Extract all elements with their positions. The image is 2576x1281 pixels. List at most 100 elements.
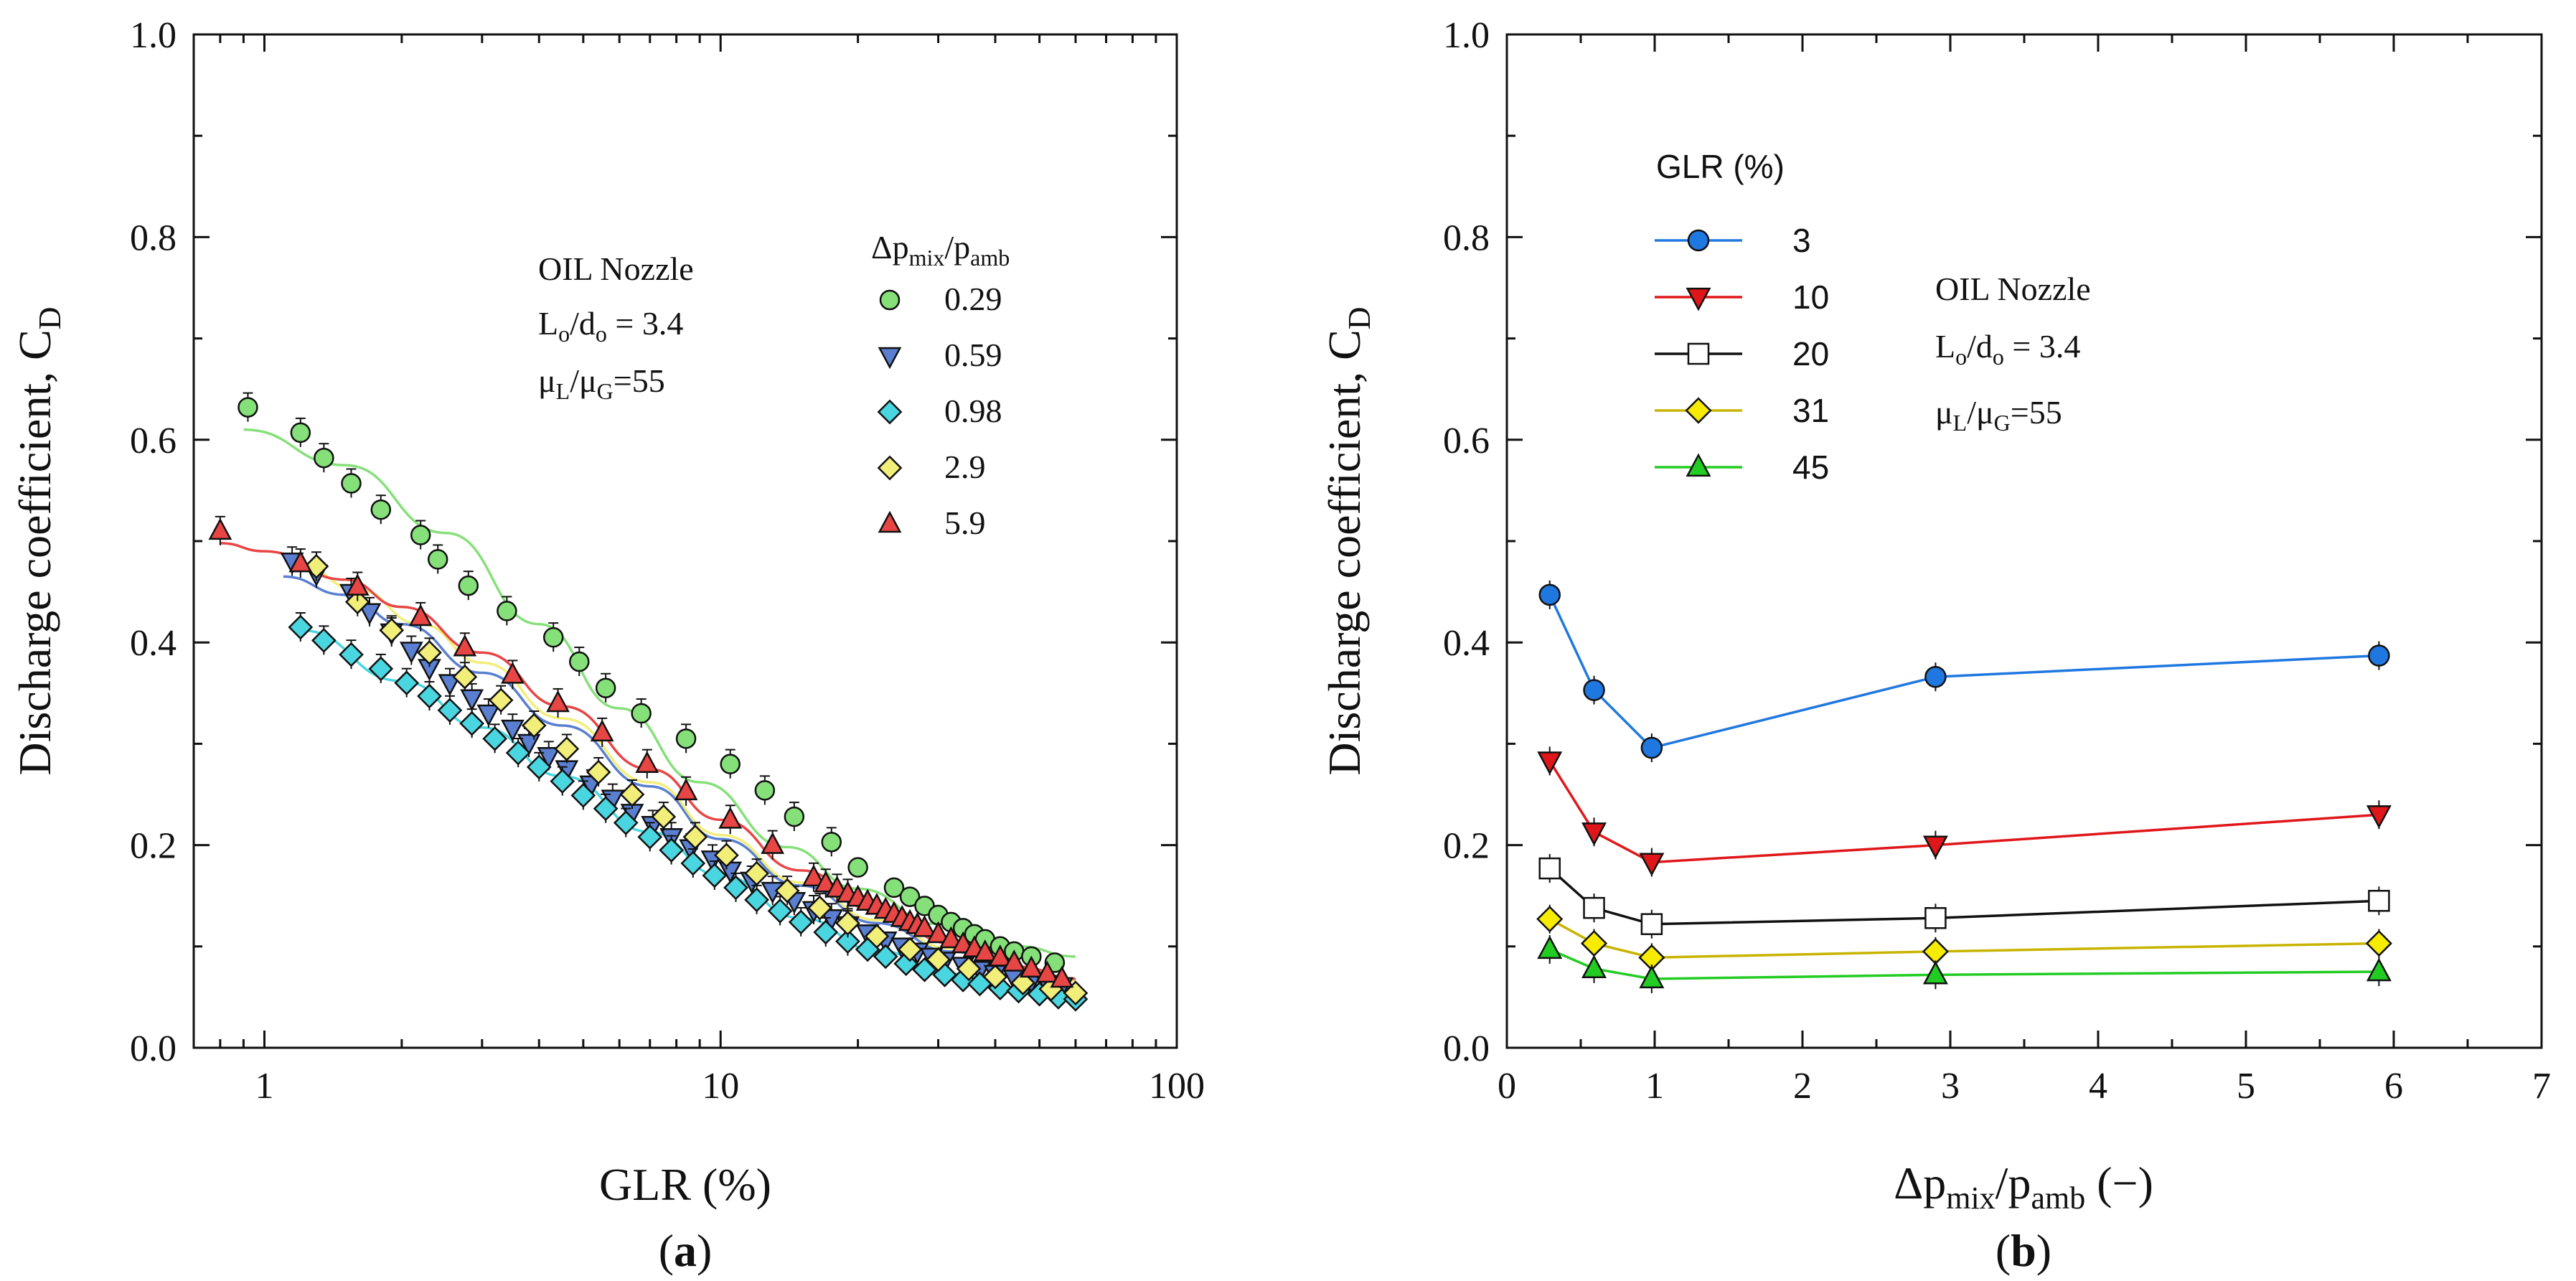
- data-point: [864, 924, 890, 949]
- a-ann3-sub: L: [556, 378, 570, 404]
- data-point: [926, 921, 950, 944]
- data-point: [1922, 960, 1948, 985]
- data-point: [1583, 679, 1605, 701]
- series-line-45: [1549, 948, 2379, 980]
- panel-a-x-tick-label: 10: [702, 1066, 739, 1107]
- panel-b-x-tick-label: 7: [2532, 1066, 2551, 1107]
- a-ann2-sub2: o: [596, 321, 607, 347]
- panel-b-axes: 0.00.20.40.60.81.00 1 2 3 4 5 6 7: [1443, 15, 2551, 1107]
- data-point: [813, 919, 839, 945]
- panel-a-letter: a: [674, 1225, 697, 1276]
- b-ann2-tail: = 3.4: [2004, 328, 2080, 365]
- panel-a-frame: [192, 33, 1178, 1049]
- data-point: [744, 860, 769, 886]
- data-point: [288, 550, 313, 573]
- legend-marker-3: [1687, 229, 1710, 252]
- a-leg-title-sub: mix: [909, 245, 945, 271]
- data-point: [631, 703, 652, 724]
- series-45: [1537, 935, 2392, 993]
- series-line-20: [1548, 867, 2379, 926]
- panel-a-y-tick-label: 0.0: [130, 1028, 177, 1069]
- a-ann3-main: μ: [538, 362, 556, 399]
- data-point: [1922, 835, 1948, 860]
- panel-a-y-tick-label: 1.0: [130, 15, 177, 56]
- data-point: [1537, 935, 1563, 959]
- data-point: [482, 726, 508, 751]
- panel-b-y-axis-label: Discharge coefficient, CD: [1319, 306, 1377, 775]
- data-point: [394, 670, 420, 696]
- panel-b-letter: b: [2011, 1225, 2036, 1276]
- data-point: [1538, 583, 1561, 606]
- data-point: [802, 864, 826, 887]
- data-point: [2368, 890, 2390, 912]
- data-point: [807, 895, 832, 921]
- panel-a-y-axis-label: Discharge coefficient, CD: [9, 306, 67, 775]
- legend-label-0.59: 0.59: [944, 337, 1002, 373]
- a-ann2-sub: o: [558, 321, 570, 347]
- data-point: [659, 837, 685, 863]
- panel-a-y-tick-label: 0.8: [130, 217, 177, 258]
- panel-a-legend-title: Δpmix/pamb: [871, 229, 1010, 271]
- series-20: [1538, 854, 2390, 939]
- panel-a-legend-items: 0.29 0.59 0.98 2.9 5.9: [877, 281, 1002, 541]
- series-line-10: [1548, 760, 2379, 864]
- a-leg-title-mid: /p: [944, 229, 970, 266]
- panel-b-x-tick-label: 3: [1941, 1066, 1960, 1107]
- panel-b-y-tick-label: 0.2: [1443, 826, 1490, 867]
- data-point: [521, 713, 547, 738]
- legend-marker-5.9: [878, 510, 902, 533]
- data-point: [408, 604, 433, 627]
- b-xlab-sub2: amb: [2031, 1181, 2085, 1216]
- data-point: [238, 397, 258, 418]
- data-point: [458, 575, 479, 596]
- data-point: [586, 759, 611, 785]
- data-point: [1922, 938, 1949, 965]
- panel-b-x-axis-label: Δpmix/pamb (−): [1894, 1158, 2153, 1216]
- panel-a: 0.0 0.2 0.4 0.6 0.8 1.0 1 10 100 GLR (%) Dischar…: [9, 15, 1205, 1276]
- legend-label-10: 10: [1792, 278, 1829, 316]
- series-2.9: [304, 551, 1089, 1006]
- data-point: [1924, 907, 1947, 929]
- b-ann2-main: L: [1935, 328, 1955, 365]
- data-point: [2366, 805, 2392, 829]
- data-point: [651, 804, 677, 830]
- data-point: [1580, 929, 1608, 957]
- data-point: [554, 736, 580, 761]
- panel-a-y-tick-label: 0.2: [130, 826, 177, 867]
- data-point: [835, 929, 860, 954]
- data-point: [2366, 957, 2392, 982]
- series-31: [1536, 904, 2392, 972]
- panel-a-x-tick-label: 100: [1149, 1066, 1205, 1107]
- data-point: [542, 627, 564, 648]
- data-point: [500, 662, 525, 684]
- data-point: [476, 704, 501, 727]
- data-point: [452, 664, 478, 690]
- data-point: [288, 614, 314, 640]
- data-point: [675, 728, 697, 749]
- data-point: [1002, 949, 1026, 972]
- panel-a-annotation: OIL Nozzle Lo/do = 3.4 μL/μG=55: [538, 250, 694, 404]
- legend-marker-10: [1686, 287, 1711, 311]
- panel-a-data-points: [208, 392, 1089, 1012]
- data-point: [427, 549, 448, 570]
- data-point: [1538, 857, 1561, 880]
- panel-a-label: (a): [659, 1225, 713, 1276]
- data-point: [674, 778, 698, 801]
- data-point: [714, 843, 739, 868]
- legend-marker-2.9: [877, 455, 903, 481]
- b-xlab-mid: /p: [1996, 1158, 2031, 1209]
- b-ann3-sub2: G: [1994, 410, 2011, 436]
- data-point: [982, 964, 1008, 990]
- panel-b-y-tick-label: 0.0: [1443, 1028, 1490, 1069]
- panel-a-x-tick-label: 1: [255, 1066, 273, 1107]
- panel-b-y-tick-label: 0.4: [1443, 623, 1490, 664]
- data-point: [1583, 896, 1605, 919]
- panel-b-legend: GLR (%) 3 10 20 31 45: [1655, 148, 1829, 486]
- data-point: [417, 639, 442, 665]
- b-ann3-main: μ: [1935, 394, 1953, 431]
- data-point: [723, 875, 748, 901]
- data-point: [1537, 751, 1563, 775]
- legend-marker-31: [1685, 397, 1712, 424]
- panel-a-legend: Δpmix/pamb 0.29 0.59 0.98 2.9 5.9: [871, 229, 1010, 541]
- data-point: [883, 877, 905, 898]
